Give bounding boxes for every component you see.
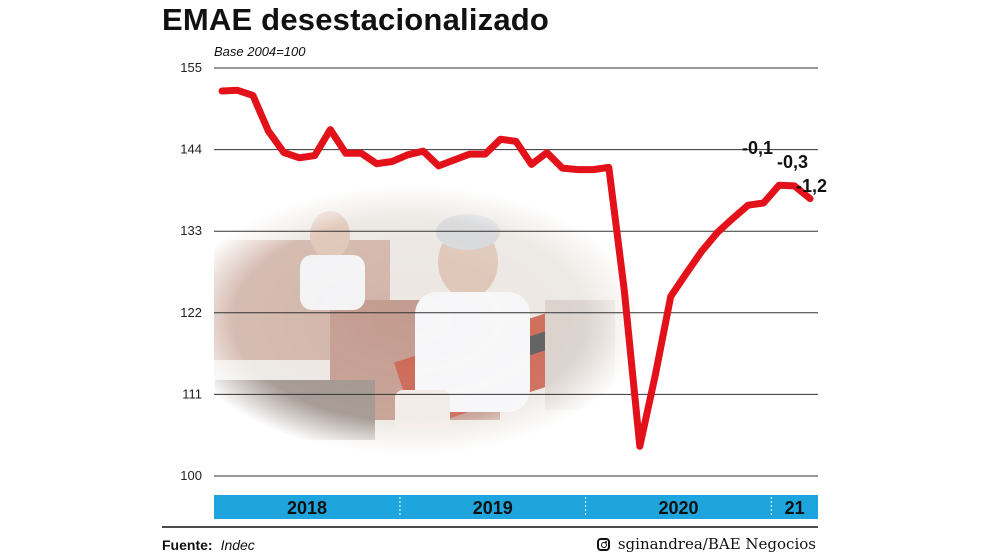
y-tick-label: 155: [180, 60, 202, 75]
y-tick-label: 100: [180, 468, 202, 483]
year-dividers: [399, 497, 772, 517]
year-labels: 2018 2019 2020 21: [287, 498, 805, 518]
y-tick-label: 111: [182, 386, 202, 401]
line-chart: 155 144 133 122 111 100 Base 2004=100 -0,1 -0…: [162, 44, 827, 528]
y-axis-ticks: 155 144 133 122 111 100: [180, 60, 202, 483]
y-tick-label: 144: [180, 142, 202, 157]
source-value: Indec: [220, 537, 255, 553]
background-photo: [214, 185, 640, 455]
credit-note: sginandrea/BAE Negocios: [596, 535, 816, 553]
year-axis-band: [214, 495, 818, 519]
year-label: 2020: [658, 498, 698, 518]
source-label: Fuente:: [162, 537, 213, 553]
credit-handle: sginandrea/BAE Negocios: [617, 535, 816, 553]
y-tick-label: 133: [180, 223, 202, 238]
chart-subtitle: Base 2004=100: [214, 44, 306, 59]
annotation-label: -0,3: [777, 152, 808, 172]
year-label: 2018: [287, 498, 327, 518]
series-points: [221, 90, 811, 447]
chart-title: EMAE desestacionalizado: [162, 2, 550, 37]
year-label: 21: [785, 498, 805, 518]
source-note: Fuente: Indec: [162, 537, 255, 553]
annotation-label: -1,2: [796, 176, 827, 196]
annotation-label: -0,1: [742, 138, 773, 158]
y-tick-label: 122: [180, 305, 202, 320]
year-label: 2019: [473, 498, 513, 518]
instagram-icon: [596, 537, 610, 551]
